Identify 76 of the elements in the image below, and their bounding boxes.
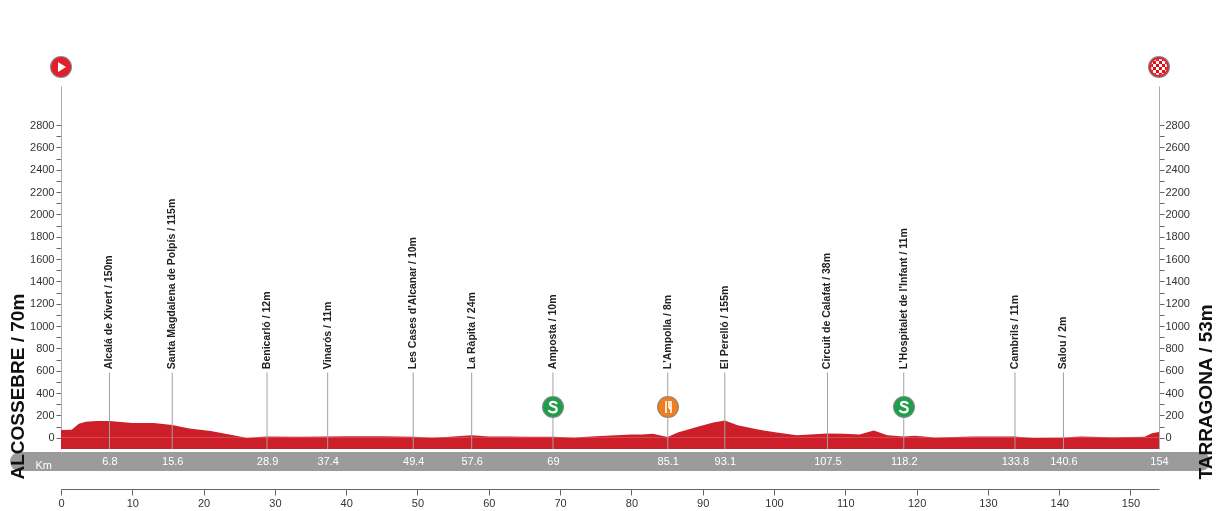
x-tick-label: 0 <box>58 496 65 509</box>
y-tick-label: 1400 <box>30 274 55 287</box>
y2-tick-label: 2200 <box>1165 185 1190 198</box>
x2-tick-label: 154 <box>1150 454 1169 467</box>
x2-tick-label: 118.2 <box>890 454 918 467</box>
y-axis-title: ALCOSSEBRE / 70m <box>6 293 28 480</box>
y2-axis-title: TARRAGONA / 53m <box>1194 304 1216 480</box>
y-tick-label: 1200 <box>30 297 55 310</box>
annotation: Les Cases d'Alcanar / 10m <box>406 237 419 370</box>
y2-tick-label: 0 <box>1165 431 1172 444</box>
x-tick-label: 10 <box>126 496 139 509</box>
x2-tick-label: 85.1 <box>657 454 679 467</box>
x2-tick-label: 107.5 <box>814 454 842 467</box>
y-tick-label: 200 <box>36 408 55 421</box>
y2-tick-label: 2400 <box>1165 163 1190 176</box>
annotation: Vinarós / 11m <box>320 301 333 370</box>
annotation: Circuit de Calafat / 38m <box>820 253 833 370</box>
x-tick-label: 50 <box>411 496 425 509</box>
y2-tick-label: 800 <box>1165 341 1184 354</box>
x2-tick-label: 133.8 <box>1001 454 1030 467</box>
y-tick-label: 1000 <box>30 319 55 332</box>
y2-tick-label: 600 <box>1165 364 1184 377</box>
y2-tick-label: 2600 <box>1165 140 1190 153</box>
y2-tick-label: 1200 <box>1165 297 1190 310</box>
y2-tick-label: 200 <box>1165 408 1184 421</box>
annotation: L'Ampolla / 8m <box>660 294 673 370</box>
y-tick-label: 1600 <box>30 252 55 265</box>
y2-tick-label: 1000 <box>1165 319 1190 332</box>
x2-tick-label: 140.6 <box>1050 454 1078 467</box>
y-tick-label: 800 <box>36 341 55 354</box>
x2-tick-label: 69 <box>547 454 560 467</box>
y2-tick-label: 400 <box>1165 386 1184 399</box>
x-tick-label: 110 <box>837 496 855 509</box>
x-tick-label: 140 <box>1050 496 1069 509</box>
x2-tick-label: 57.6 <box>461 454 483 467</box>
annotation: L'Hospitalet de l'Infant / 11m <box>896 228 909 370</box>
x2-tick-label: 28.9 <box>256 454 279 467</box>
y2-tick-label: 1600 <box>1165 252 1190 265</box>
x2-axis-title: Km <box>35 458 52 471</box>
x2-tick-label: 49.4 <box>403 454 425 467</box>
y-tick-label: 1800 <box>30 230 55 243</box>
y2-tick-label: 2800 <box>1165 118 1190 131</box>
annotation: El Perelló / 155m <box>717 285 730 370</box>
x2-tick-label: 37.4 <box>317 454 339 467</box>
annotation: Cambrils / 11m <box>1007 295 1020 370</box>
x-tick-label: 70 <box>554 496 567 509</box>
y-tick-label: 2400 <box>30 163 55 176</box>
x-tick-label: 80 <box>625 496 639 509</box>
x-tick-label: 130 <box>979 496 998 509</box>
y-tick-label: 2600 <box>30 140 55 153</box>
x2-tick-label: 93.1 <box>714 454 736 467</box>
y-tick-label: 0 <box>48 431 55 444</box>
annotation: Santa Magdalena de Polpís / 115m <box>165 198 178 370</box>
x-tick-label: 60 <box>483 496 496 509</box>
y-tick-label: 600 <box>36 364 55 377</box>
x-tick-label: 150 <box>1121 496 1141 509</box>
y2-tick-label: 2000 <box>1165 207 1190 220</box>
y-tick-label: 2000 <box>30 207 55 220</box>
annotation: Salou / 2m <box>1056 316 1069 370</box>
x-tick-label: 30 <box>269 496 282 509</box>
x-tick-label: 100 <box>765 496 784 509</box>
y-tick-label: 2200 <box>30 185 55 198</box>
y2-tick-label: 1400 <box>1165 274 1190 287</box>
x-tick-label: 20 <box>197 496 211 509</box>
annotation: Alcalá de Xivert / 150m <box>102 255 115 370</box>
x2-tick-label: 15.6 <box>162 454 184 467</box>
x-tick-label: 120 <box>907 496 927 509</box>
x-tick-label: 40 <box>340 496 353 509</box>
y-tick-label: 400 <box>36 386 55 399</box>
annotation: Benicarló / 12m <box>260 291 273 370</box>
annotation: Amposta / 10m <box>545 294 558 370</box>
y2-tick-label: 1800 <box>1165 230 1190 243</box>
x-tick-label: 90 <box>697 496 710 509</box>
y-tick-label: 2800 <box>30 118 55 131</box>
annotation: La Ràpita / 24m <box>464 292 477 370</box>
x2-tick-label: 6.8 <box>102 454 118 467</box>
